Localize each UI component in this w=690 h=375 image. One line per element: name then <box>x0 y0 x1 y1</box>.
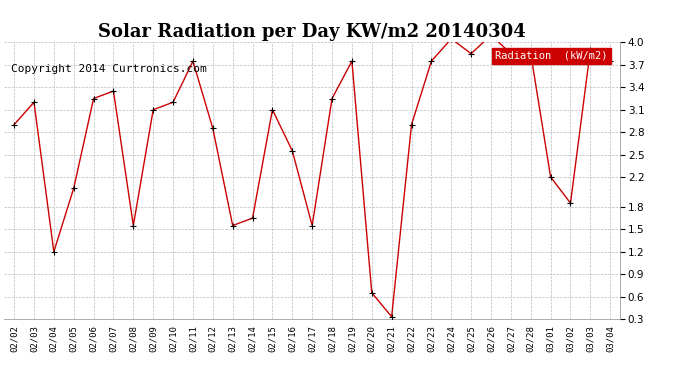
Title: Solar Radiation per Day KW/m2 20140304: Solar Radiation per Day KW/m2 20140304 <box>98 23 526 41</box>
Text: Copyright 2014 Curtronics.com: Copyright 2014 Curtronics.com <box>11 64 207 75</box>
Text: Radiation  (kW/m2): Radiation (kW/m2) <box>495 51 608 61</box>
